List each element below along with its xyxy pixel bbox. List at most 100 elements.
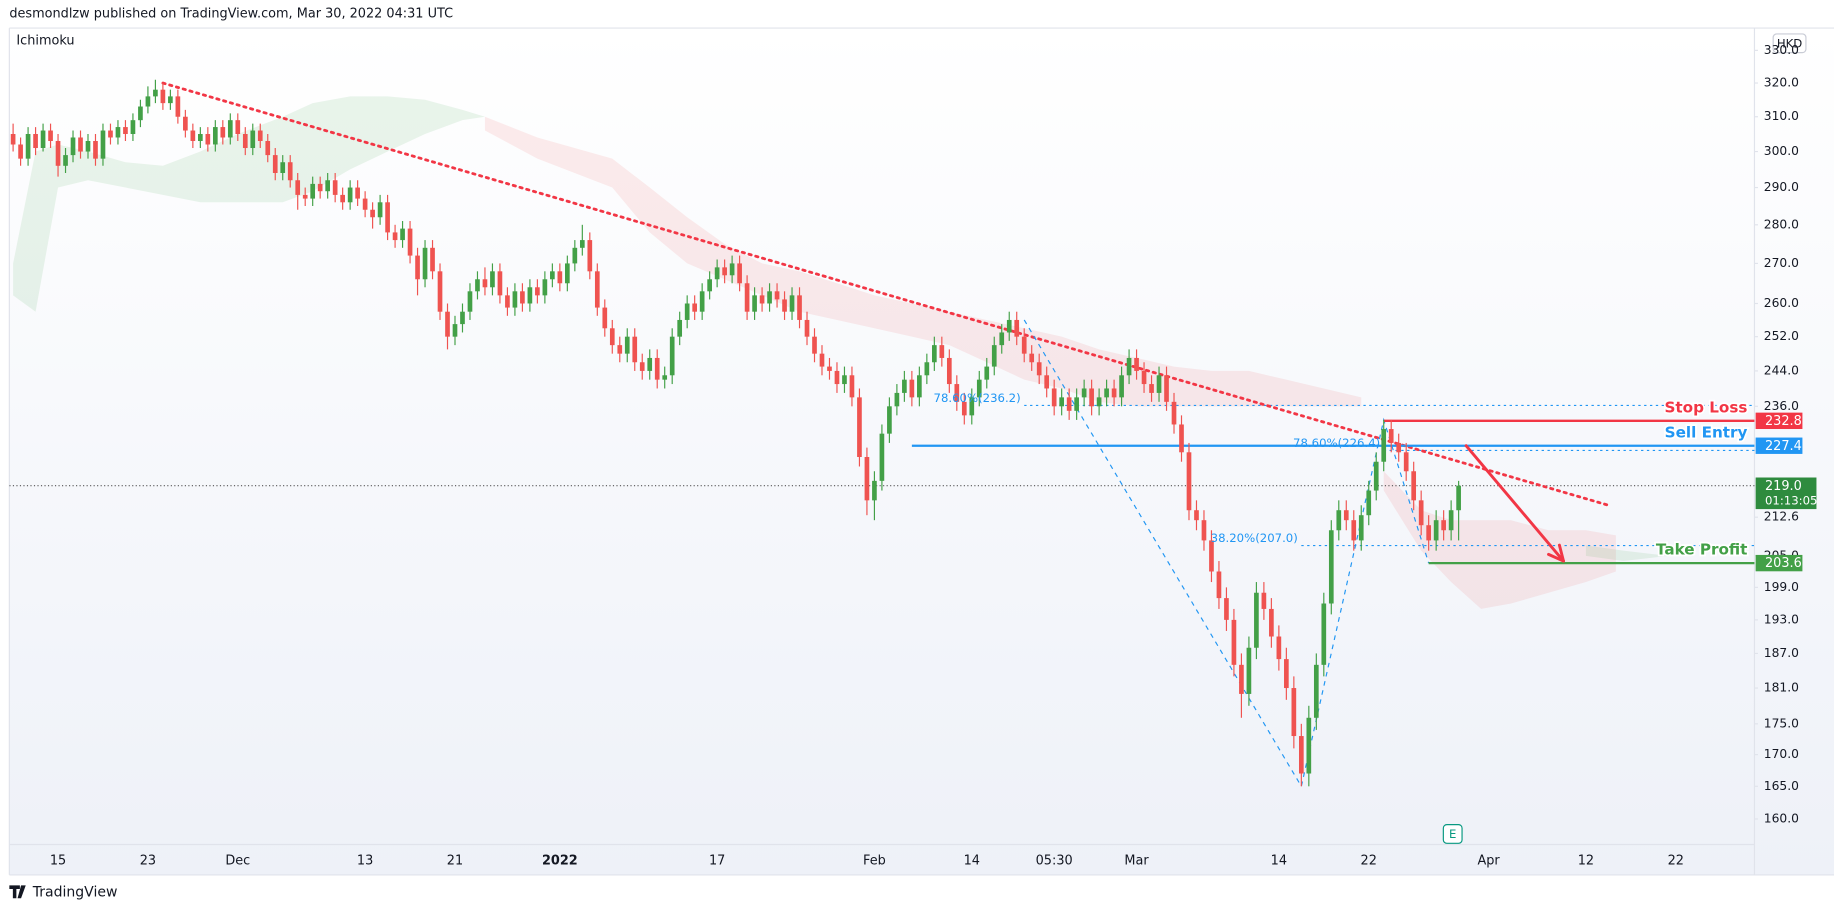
candle-body (744, 283, 750, 312)
earnings-marker[interactable]: E (1449, 827, 1456, 841)
candle-body (872, 480, 877, 501)
candle-body (789, 295, 795, 312)
candle-body (153, 89, 158, 97)
candle-body (1134, 357, 1139, 371)
candle-body (272, 155, 278, 174)
candle-body (190, 130, 196, 141)
candle-body (1343, 510, 1349, 521)
ichimoku-cloud (1585, 545, 1669, 562)
candle-body (512, 291, 518, 308)
candle-body (842, 375, 847, 385)
x-tick-label: Mar (1124, 853, 1149, 868)
x-tick-label: 13 (357, 853, 373, 868)
level-name: Take Profit (1656, 541, 1748, 559)
candle-body (145, 96, 151, 107)
y-tick-label: 181.0 (1764, 681, 1799, 695)
candle-body (377, 202, 383, 218)
candle-body (85, 140, 91, 152)
y-tick-label: 199.0 (1764, 580, 1799, 594)
candle-body (849, 375, 855, 398)
candle-body (1448, 510, 1454, 531)
candle-body (1081, 388, 1087, 398)
candle-body (1051, 388, 1057, 407)
candle-body (1096, 397, 1102, 407)
indicator-name: Ichimoku (16, 33, 74, 48)
candle-body (467, 291, 473, 312)
candle-body (1358, 515, 1364, 541)
candle-body (894, 392, 900, 407)
x-tick-label: 17 (709, 853, 725, 868)
candle-body (864, 456, 870, 501)
candle-body (280, 162, 286, 174)
candle-body (205, 134, 211, 145)
candle-body (834, 370, 840, 385)
candle-body (639, 362, 645, 371)
y-tick-label: 310.0 (1764, 109, 1799, 123)
candle-body (287, 162, 293, 181)
candle-body (1074, 397, 1079, 411)
x-tick-label: Feb (863, 853, 886, 868)
currency: HKD (1777, 36, 1802, 50)
ichimoku-cloud (1383, 471, 1616, 609)
candle-body (1059, 397, 1065, 407)
fib-label: 38.20%(207.0) (1211, 531, 1298, 545)
trendline (161, 81, 1610, 507)
candle-body (452, 324, 458, 337)
y-tick-label: 320.0 (1764, 76, 1799, 90)
candle-body (1246, 647, 1252, 694)
arrow-head (1557, 543, 1565, 563)
candle-body (976, 379, 982, 398)
plot-background (9, 28, 1834, 875)
candle-body (1291, 688, 1297, 737)
candle-body (1403, 452, 1409, 472)
candle-body (1321, 603, 1327, 665)
earnings-box[interactable] (1442, 824, 1463, 844)
fib-zigzag (1023, 319, 1430, 788)
candle-body (662, 375, 668, 380)
candle-body (1284, 659, 1289, 689)
candle-body (654, 357, 660, 380)
candle-body (879, 433, 885, 481)
candle-body (1441, 520, 1446, 531)
x-tick-label: 14 (964, 853, 980, 868)
candle-body (1306, 717, 1312, 774)
candle-body (1141, 370, 1147, 385)
price-tag-label: 227.4 (1765, 439, 1802, 454)
candle-body (737, 263, 742, 284)
candle-body (362, 198, 368, 210)
candle-body (1351, 520, 1357, 541)
y-tick-label: 236.0 (1764, 399, 1799, 413)
candle-body (1276, 636, 1282, 660)
y-tick-label: 260.0 (1764, 296, 1799, 310)
candle-body (370, 209, 375, 218)
candle-body (1156, 375, 1162, 393)
candle-body (557, 271, 563, 284)
candle-body (220, 127, 226, 138)
candle-body (392, 232, 398, 241)
overlay: 78.60%(236.2) 78.60%(226.4) 38.20%(207.0) S… (934, 391, 1750, 561)
arrow-head (1547, 552, 1565, 563)
ichimoku-cloud (13, 96, 485, 312)
candle-body (93, 140, 98, 159)
candle-body (939, 345, 945, 358)
x-tick-label: 22 (1668, 853, 1684, 868)
candle-body (1366, 490, 1372, 516)
x-tick-label: 12 (1578, 853, 1594, 868)
candle-body (969, 397, 975, 416)
candle-body (1396, 442, 1402, 453)
candle-body (684, 303, 690, 320)
candle-body (1269, 608, 1274, 637)
candle-body (310, 183, 316, 199)
candle-body (1014, 319, 1020, 337)
candle-body (624, 336, 630, 354)
x-tick-label: 23 (140, 853, 156, 868)
candle-body (677, 319, 683, 337)
candle-body (1194, 510, 1199, 521)
candle-body (265, 140, 271, 156)
candle-body (961, 401, 967, 416)
candle-body (954, 384, 960, 402)
candle-body (70, 137, 76, 156)
candle-body (1089, 388, 1094, 407)
candle-body (1328, 530, 1334, 604)
